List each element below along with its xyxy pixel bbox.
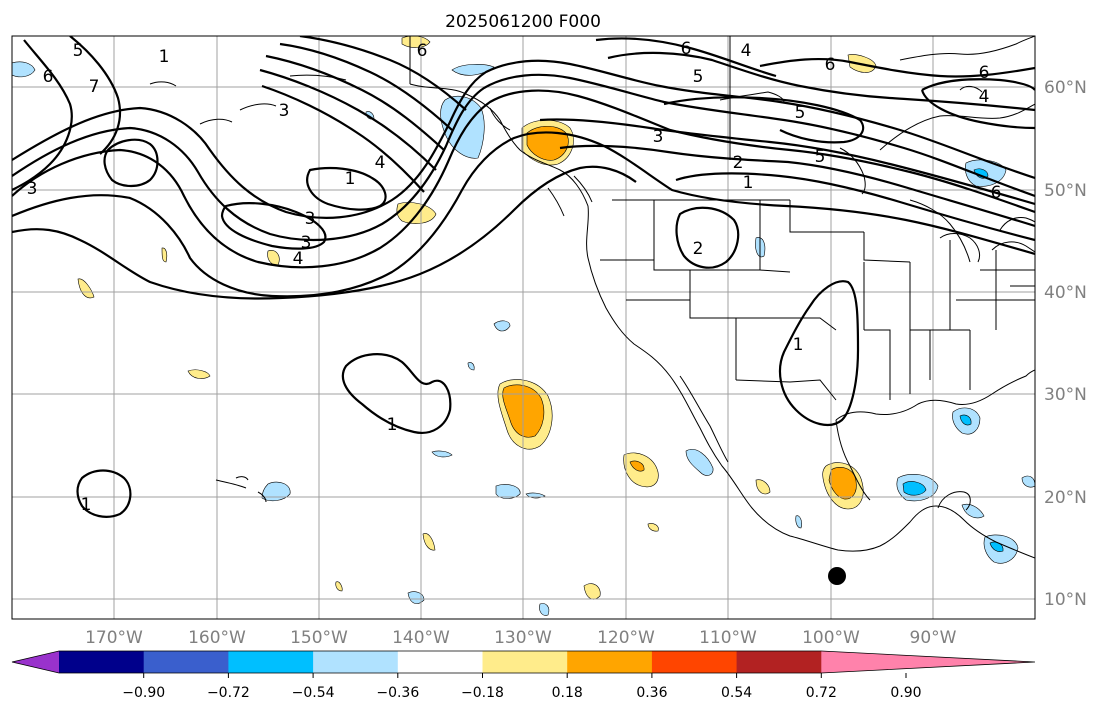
colorbar-segment — [736, 651, 822, 673]
colorbar-segment — [397, 651, 483, 673]
contour-label: 5 — [73, 41, 84, 61]
lon-label: 100°W — [802, 628, 860, 648]
contour-label: 3 — [27, 179, 38, 199]
lon-label: 130°W — [494, 628, 552, 648]
colorbar-tick-label: 0.72 — [806, 685, 837, 701]
contour-label: 4 — [979, 87, 990, 107]
contour-label: 5 — [795, 103, 806, 123]
contour-label: 6 — [991, 183, 1002, 203]
contour-label: 1 — [81, 495, 92, 515]
lat-label: 30°N — [1044, 385, 1087, 405]
latitude-labels: 60°N 50°N 40°N 30°N 20°N 10°N — [1044, 78, 1087, 610]
contour-label: 6 — [825, 55, 836, 75]
lon-label: 160°W — [188, 628, 246, 648]
colorbar-tick-label: −0.18 — [461, 685, 504, 701]
contour-label: 3 — [305, 209, 316, 229]
colorbar-tick-label: 0.36 — [636, 685, 667, 701]
lat-label: 60°N — [1044, 78, 1087, 98]
colorbar-tick-label: −0.72 — [207, 685, 250, 701]
colorbar-tick-label: 0.18 — [552, 685, 583, 701]
colorbar-outline — [11, 650, 1036, 674]
lat-label: 50°N — [1044, 181, 1087, 201]
colorbar-segment — [651, 651, 738, 673]
contour-label: 3 — [279, 101, 290, 121]
contour-label: 6 — [43, 67, 54, 87]
colorbar-segment — [313, 651, 399, 673]
contour-label: 3 — [653, 127, 664, 147]
positive-anomaly-alaska-core — [526, 125, 569, 161]
colorbar-tick-label: −0.36 — [376, 685, 419, 701]
contour-labels: 3 5 6 1 7 6 4 3 1 3 4 6 4 5 6 3 2 1 5 6 … — [27, 39, 1002, 515]
colorbar-segment — [567, 651, 653, 673]
lon-label: 120°W — [597, 628, 655, 648]
contour-label: 1 — [387, 415, 398, 435]
contour-label: 4 — [293, 249, 304, 269]
contour-label: 1 — [793, 335, 804, 355]
positive-anomaly-mexico-core — [828, 467, 857, 500]
colorbar-segment — [59, 651, 145, 673]
contour-label: 1 — [159, 47, 170, 67]
colorbar-tick-label: −0.54 — [292, 685, 335, 701]
lon-label: 150°W — [290, 628, 348, 648]
map-title: 2025061200 F000 — [445, 12, 601, 32]
colorbar-under-extension — [12, 651, 59, 673]
lon-label: 90°W — [910, 628, 957, 648]
contour-label: 2 — [733, 153, 744, 173]
map-frame — [11, 35, 1036, 620]
contour-label: 4 — [741, 41, 752, 61]
colorbar-tick-label: 0.90 — [890, 685, 921, 701]
contour-label: 1 — [743, 173, 754, 193]
contour-label: 6 — [681, 39, 692, 59]
lat-label: 40°N — [1044, 283, 1087, 303]
longitude-labels: 170°W 160°W 150°W 140°W 130°W 120°W 110°… — [85, 628, 957, 648]
colorbar-segment — [482, 651, 568, 673]
height-contours — [12, 36, 1035, 518]
contour-label: 5 — [693, 67, 704, 87]
contour-label: 5 — [815, 147, 826, 167]
colorbar-segment — [143, 651, 229, 673]
coastlines — [149, 36, 1035, 559]
colorbar-segment — [228, 651, 314, 673]
contour-label: 4 — [375, 153, 386, 173]
contour-label: 6 — [417, 41, 428, 61]
contour-label: 2 — [693, 239, 704, 259]
lon-label: 110°W — [699, 628, 757, 648]
location-marker — [828, 567, 846, 585]
lat-label: 20°N — [1044, 488, 1087, 508]
contour-label: 6 — [979, 63, 990, 83]
lat-label: 10°N — [1044, 590, 1087, 610]
colorbar-tick-label: −0.90 — [122, 685, 165, 701]
colorbar: −0.90 −0.72 −0.54 −0.36 −0.18 0.18 0.36 0.54 0.7… — [11, 650, 1036, 701]
contour-label: 3 — [301, 233, 312, 253]
contour-label: 1 — [345, 169, 356, 189]
colorbar-tick-label: 0.54 — [721, 685, 752, 701]
contour-label: 7 — [89, 77, 100, 97]
lon-label: 140°W — [392, 628, 450, 648]
lon-label: 170°W — [85, 628, 143, 648]
colorbar-over-extension — [821, 651, 1035, 673]
